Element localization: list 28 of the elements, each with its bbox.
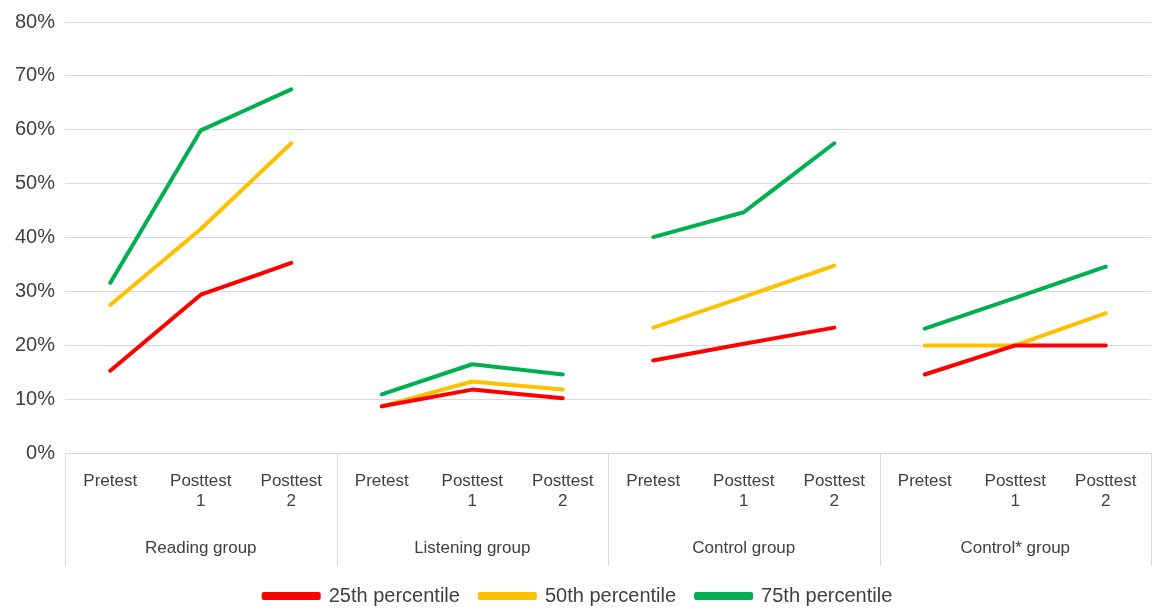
x-tick-label: Posttest 1 [441,471,504,511]
legend-label: 75th percentile [761,583,893,606]
y-tick-label: 20% [15,332,56,355]
y-tick-label: 80% [15,9,56,32]
text: Control group [692,537,796,557]
x-tick-label: Pretest [83,471,138,491]
y-tick-label: 0% [26,440,56,463]
y-tick-label: 50% [15,171,56,194]
y-tick-label: 40% [15,225,56,248]
x-tick-label: Posttest 1 [713,471,775,511]
y-tick-label: 10% [15,386,56,409]
x-tick-label: Pretest [626,471,681,491]
x-tick-label: Posttest 2 [803,471,866,511]
text: Listening group [414,537,531,557]
x-tick-label: Posttest 2 [1075,471,1137,511]
y-tick-label: 30% [15,279,56,302]
legend-label: 50th percentile [544,583,677,606]
x-tick-label: Posttest 2 [532,471,594,511]
x-tick-label: Posttest 1 [170,471,232,511]
x-tick-label: Pretest [897,471,952,491]
x-tick-label: Posttest 2 [260,471,323,511]
text: Reading group [145,537,257,557]
legend-label: 25th percentile [328,583,460,606]
x-tick-label: Posttest 1 [984,471,1047,511]
text: Control* group [960,537,1071,557]
y-tick-label: 60% [15,117,56,140]
x-tick-label: Pretest [354,471,409,491]
y-tick-label: 70% [15,63,56,86]
